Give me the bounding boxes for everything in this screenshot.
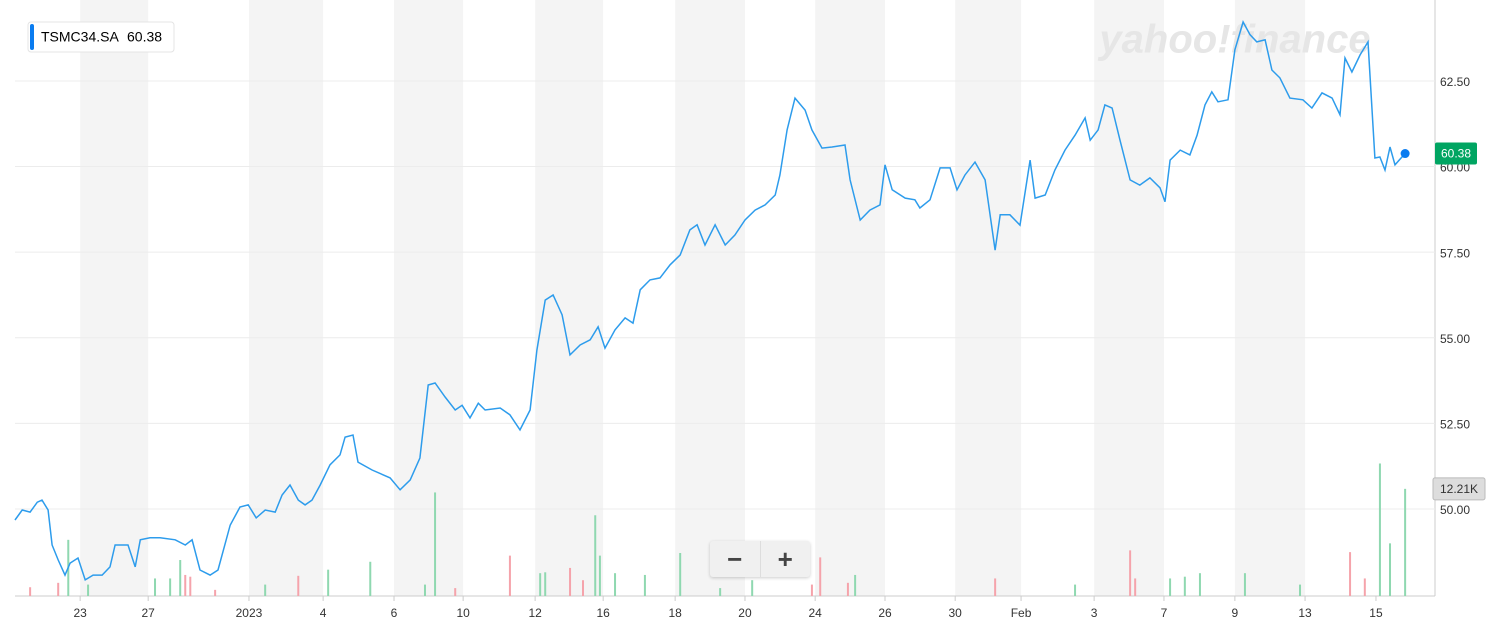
date-band: [1094, 0, 1164, 596]
volume-bar: [508, 555, 511, 596]
volume-bar: [454, 588, 457, 596]
volume-bar: [539, 573, 542, 596]
date-band: [955, 0, 1022, 596]
volume-bar: [87, 584, 90, 596]
x-tick-label: 13: [1298, 606, 1312, 620]
x-tick-label: 18: [668, 606, 682, 620]
volume-bar: [1074, 584, 1077, 596]
x-tick-label: 26: [878, 606, 892, 620]
volume-bar: [544, 572, 547, 596]
x-tick-label: 24: [808, 606, 822, 620]
legend-swatch: [30, 24, 34, 50]
x-tick-label: 12: [528, 606, 542, 620]
volume-bar: [1378, 463, 1381, 596]
volume-bar: [189, 576, 192, 596]
volume-bar: [614, 573, 617, 596]
x-tick-label: 4: [320, 606, 327, 620]
x-tick-label: 7: [1161, 606, 1168, 620]
volume-bar: [369, 561, 372, 596]
volume-bar: [434, 492, 437, 596]
volume-bar: [154, 578, 157, 596]
y-tick-label: 52.50: [1440, 418, 1470, 432]
volume-bar: [1243, 573, 1246, 596]
volume-bar: [1129, 550, 1132, 596]
legend-value: 60.38: [127, 29, 162, 45]
volume-bar: [57, 582, 60, 596]
volume-bar: [679, 552, 682, 596]
volume-bar: [594, 515, 597, 596]
date-band: [394, 0, 464, 596]
volume-bar: [994, 578, 997, 596]
volume-bar: [569, 567, 572, 596]
volume-bar: [214, 589, 217, 596]
x-tick-label: 23: [73, 606, 87, 620]
volume-bar: [1363, 578, 1366, 596]
zoom-in-button[interactable]: +: [777, 543, 793, 574]
date-band: [248, 0, 324, 596]
volume-bar: [846, 582, 849, 596]
volume-bar: [169, 578, 172, 596]
x-tick-label: 15: [1369, 606, 1383, 620]
y-tick-label: 50.00: [1440, 503, 1470, 517]
volume-bar: [327, 569, 330, 596]
volume-bar: [184, 574, 187, 596]
x-tick-label: 10: [456, 606, 470, 620]
volume-bar: [1183, 576, 1186, 596]
x-tick-label: 30: [949, 606, 963, 620]
volume-bar: [29, 587, 32, 596]
volume-bar: [598, 555, 601, 596]
volume-bar: [582, 580, 584, 596]
volume-bar: [643, 574, 646, 596]
volume-bar: [179, 560, 182, 596]
zoom-out-button[interactable]: −: [710, 541, 761, 577]
volume-bar: [423, 584, 426, 596]
last-point: [1400, 149, 1410, 159]
date-band: [675, 0, 745, 596]
x-tick-label: 16: [596, 606, 610, 620]
volume-bar: [297, 575, 300, 596]
price-line: [14, 20, 1406, 582]
x-tick-label: 20: [738, 606, 752, 620]
volume-bar: [751, 580, 754, 596]
x-tick-label: 6: [391, 606, 398, 620]
x-tick-label: 3: [1091, 606, 1098, 620]
volume-bar: [1169, 578, 1172, 596]
price-tag-label: 60.38: [1441, 147, 1471, 161]
x-tick-label: 2023: [236, 606, 263, 620]
volume-bar: [1404, 488, 1407, 596]
legend-box: [27, 21, 175, 53]
volume-bar: [1299, 584, 1302, 596]
volume-tag-label: 12.21K: [1440, 482, 1478, 496]
y-tick-label: 62.50: [1440, 75, 1470, 89]
volume-bar: [854, 574, 857, 596]
x-tick-label: Feb: [1011, 606, 1032, 620]
volume-bar: [264, 584, 267, 596]
x-tick-label: 9: [1232, 606, 1239, 620]
legend-label: TSMC34.SA: [41, 29, 119, 45]
volume-bar: [810, 584, 813, 596]
volume-bar: [819, 557, 822, 596]
volume-bar: [1349, 552, 1352, 596]
y-tick-label: 57.50: [1440, 246, 1470, 260]
date-band: [1234, 0, 1306, 596]
x-tick-label: 27: [142, 606, 156, 620]
volume-bar: [719, 588, 722, 596]
legend: TSMC34.SA 60.38: [27, 21, 175, 53]
y-tick-label: 55.00: [1440, 332, 1470, 346]
volume-tag: [1432, 477, 1486, 501]
zoom-controls: − +: [710, 541, 810, 577]
volume-bar: [1389, 543, 1392, 596]
volume-bar: [1198, 573, 1201, 596]
date-band: [815, 0, 885, 596]
date-band: [535, 0, 604, 596]
volume-bar: [1134, 578, 1137, 596]
price-tag: [1435, 142, 1477, 165]
date-band: [80, 0, 149, 596]
